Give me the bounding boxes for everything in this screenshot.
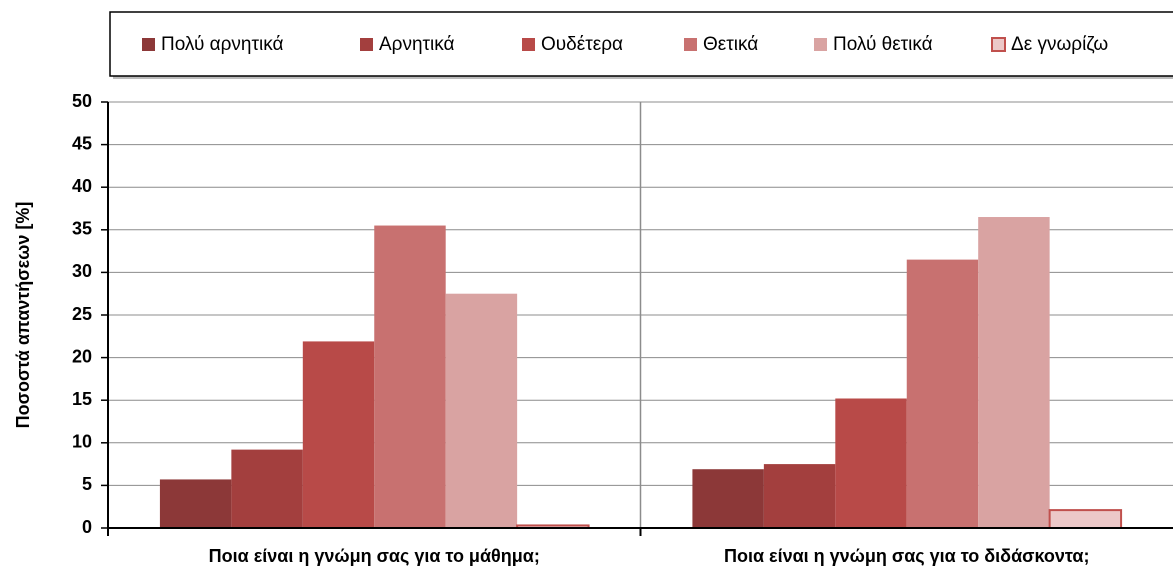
bar [763, 464, 836, 528]
bar [231, 449, 303, 528]
bar [692, 469, 764, 528]
legend-swatch [684, 38, 697, 51]
legend-label: Πολύ αρνητικά [161, 34, 283, 55]
y-tick-label: 35 [72, 219, 92, 239]
legend-label: Ουδέτερα [541, 34, 623, 55]
legend-swatch [522, 38, 535, 51]
bar [302, 341, 375, 528]
y-tick-label: 40 [72, 176, 92, 196]
legend-label: Δε γνωρίζω [1011, 34, 1108, 55]
legend-label: Πολύ θετικά [833, 34, 933, 55]
y-axis-label: Ποσοστά απαντήσεων [%] [13, 202, 33, 429]
legend-label: Αρνητικά [379, 34, 455, 55]
y-tick-label: 25 [72, 304, 92, 324]
bar [978, 217, 1050, 528]
bar [1048, 509, 1123, 530]
y-tick-label: 45 [72, 133, 92, 153]
bar [835, 398, 907, 528]
bar [159, 479, 232, 528]
y-tick-label: 50 [72, 91, 92, 111]
legend-swatch [360, 38, 373, 51]
legend-swatch [814, 38, 827, 51]
x-tick-label: Ποια είναι η γνώμη σας για το μάθημα; [209, 546, 540, 566]
bar [906, 259, 979, 528]
y-tick-label: 30 [72, 261, 92, 281]
y-tick-label: 5 [82, 474, 92, 494]
bar [374, 225, 446, 529]
legend-swatch [142, 38, 155, 51]
bar [445, 293, 518, 528]
y-tick-label: 15 [72, 389, 92, 409]
y-tick-label: 0 [82, 517, 92, 537]
y-tick-label: 20 [72, 346, 92, 366]
legend-label: Θετικά [703, 34, 758, 55]
legend-swatch [991, 37, 1006, 52]
y-tick-label: 10 [72, 432, 92, 452]
x-tick-label: Ποια είναι η γνώμη σας για το διδάσκοντα… [724, 546, 1090, 566]
